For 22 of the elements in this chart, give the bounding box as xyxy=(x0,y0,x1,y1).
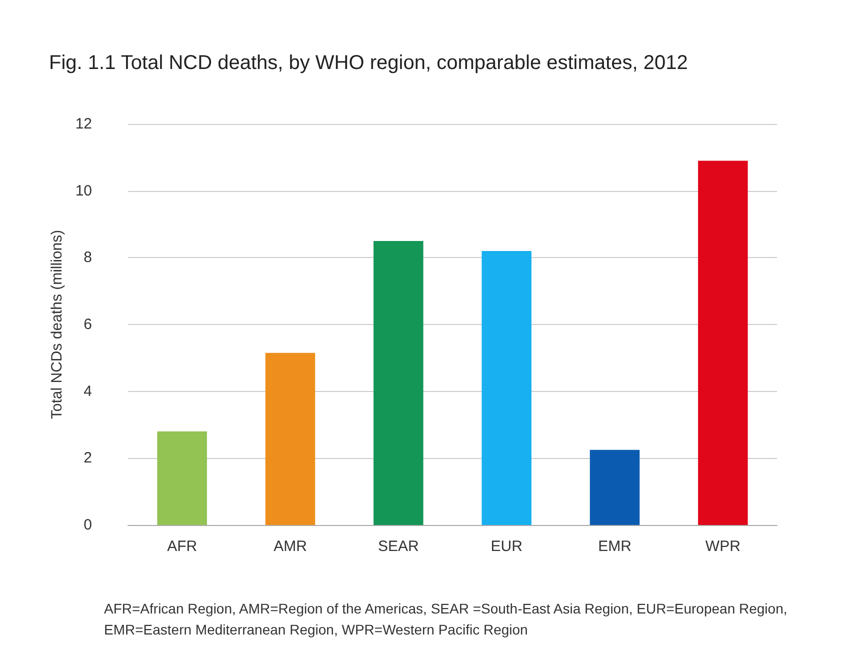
x-tick-label: AFR xyxy=(167,538,198,555)
y-tick-label: 10 xyxy=(75,182,92,200)
bar xyxy=(482,250,532,525)
bar xyxy=(374,240,424,525)
text: AFR=African Region, AMR=Region of the Americas, SEAR =South-East Asia Region, EUR=European Region, EMR=Eastern Mediterranean Region, WPR=Western Pacific Region xyxy=(104,600,788,638)
bar xyxy=(590,450,640,525)
x-tick-label: EUR xyxy=(490,538,523,555)
y-tick-label: 2 xyxy=(84,450,92,467)
x-tick-label: WPR xyxy=(705,538,741,555)
bar xyxy=(157,431,207,525)
bar xyxy=(265,352,316,525)
x-tick-label: AMR xyxy=(274,538,308,555)
chart-title: Fig. 1.1 Total NCD deaths, by WHO region, comparable estimates, 2012 xyxy=(49,52,688,74)
y-tick-label: 8 xyxy=(84,249,92,266)
x-tick-label: EMR xyxy=(598,538,632,555)
y-tick-label: 4 xyxy=(84,382,92,400)
y-axis-title: Total NCDs deaths (millions) xyxy=(48,230,66,420)
bar xyxy=(698,160,748,525)
y-tick-label: 6 xyxy=(84,316,92,333)
y-tick-label: 12 xyxy=(75,116,92,132)
y-tick-label: 0 xyxy=(84,516,92,534)
x-tick-label: SEAR xyxy=(378,538,419,555)
